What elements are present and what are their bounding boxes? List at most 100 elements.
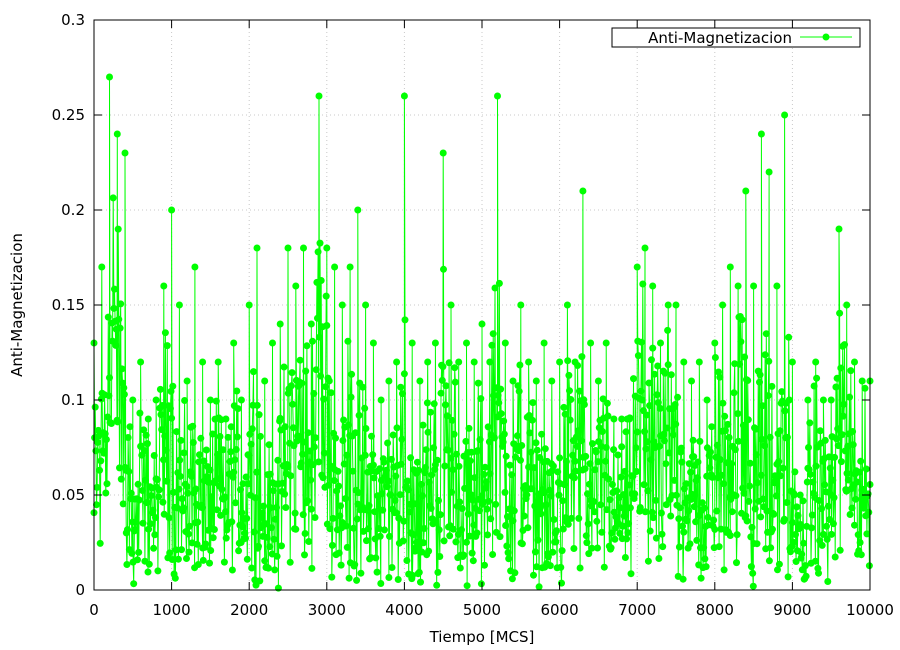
data-point <box>515 387 523 395</box>
data-point <box>194 561 202 568</box>
data-point <box>508 575 516 583</box>
data-point <box>857 551 865 559</box>
data-point <box>412 544 420 552</box>
data-point <box>278 542 285 550</box>
data-point <box>485 438 493 446</box>
data-point <box>624 529 632 537</box>
data-point <box>463 582 471 590</box>
data-point <box>473 529 481 537</box>
data-point <box>319 474 327 482</box>
data-point <box>792 558 800 565</box>
data-point <box>811 557 819 565</box>
data-point <box>849 428 857 435</box>
data-point <box>746 482 754 490</box>
data-point <box>289 400 297 408</box>
data-point <box>765 168 773 176</box>
legend-marker-sample <box>822 33 830 41</box>
data-point <box>734 410 742 418</box>
data-point <box>713 507 721 515</box>
data-point <box>664 301 672 309</box>
data-point <box>456 498 464 506</box>
data-point <box>384 477 392 485</box>
data-point <box>112 341 120 349</box>
data-point <box>504 513 511 521</box>
data-point <box>613 487 621 495</box>
data-point <box>147 492 155 500</box>
data-point <box>622 428 630 436</box>
data-point <box>362 425 370 432</box>
data-point <box>580 401 588 408</box>
data-point <box>489 551 497 558</box>
data-point <box>383 483 391 491</box>
data-point <box>387 455 395 463</box>
data-point <box>353 576 361 584</box>
data-point <box>152 396 160 404</box>
data-point <box>174 555 182 563</box>
data-point <box>554 468 562 476</box>
data-point <box>163 342 171 350</box>
data-point <box>840 400 848 408</box>
data-point <box>843 301 851 309</box>
data-point <box>93 483 101 491</box>
data-point <box>657 509 665 517</box>
data-point <box>574 362 582 369</box>
data-point <box>520 512 528 520</box>
data-point <box>466 532 474 540</box>
data-point <box>648 356 655 364</box>
data-point <box>508 471 516 479</box>
data-point <box>256 432 264 440</box>
data-point <box>718 471 726 479</box>
data-point <box>344 337 352 345</box>
data-point <box>307 476 315 484</box>
data-point <box>381 526 388 534</box>
data-point <box>724 420 732 428</box>
data-point <box>288 369 296 377</box>
data-point <box>857 457 865 465</box>
data-point <box>558 579 565 587</box>
data-point <box>496 533 504 541</box>
data-point <box>189 439 197 446</box>
data-point <box>98 263 106 271</box>
data-point <box>478 492 486 500</box>
data-point <box>469 557 477 565</box>
data-point <box>343 543 351 551</box>
x-tick-label: 9000 <box>773 601 811 619</box>
data-point <box>416 377 424 385</box>
data-point <box>747 533 755 541</box>
data-point <box>405 508 413 516</box>
data-point <box>97 457 105 465</box>
data-point <box>777 472 785 480</box>
data-point <box>762 330 770 338</box>
data-point <box>305 538 313 545</box>
data-point <box>756 371 764 379</box>
data-point <box>392 509 400 517</box>
data-point <box>702 563 710 571</box>
data-point <box>721 412 729 420</box>
data-point <box>188 472 195 480</box>
data-point <box>670 476 678 484</box>
data-point <box>300 244 307 252</box>
data-point <box>602 444 610 451</box>
data-point <box>706 464 714 472</box>
data-point <box>233 433 241 441</box>
data-point <box>300 438 308 446</box>
data-point <box>680 528 688 536</box>
data-point <box>267 504 275 512</box>
data-point <box>217 511 225 519</box>
data-point <box>298 379 306 387</box>
data-point <box>150 452 158 459</box>
data-point <box>482 484 490 492</box>
data-point <box>597 501 605 509</box>
data-point <box>106 374 113 382</box>
data-point <box>826 464 834 472</box>
data-point <box>362 301 370 309</box>
data-point <box>185 548 193 556</box>
data-point <box>269 339 276 347</box>
data-point <box>243 555 251 563</box>
data-point <box>753 540 761 548</box>
data-point <box>345 574 353 582</box>
data-point <box>711 339 719 347</box>
data-point <box>535 490 542 498</box>
data-point <box>329 514 337 522</box>
data-point <box>156 385 164 393</box>
